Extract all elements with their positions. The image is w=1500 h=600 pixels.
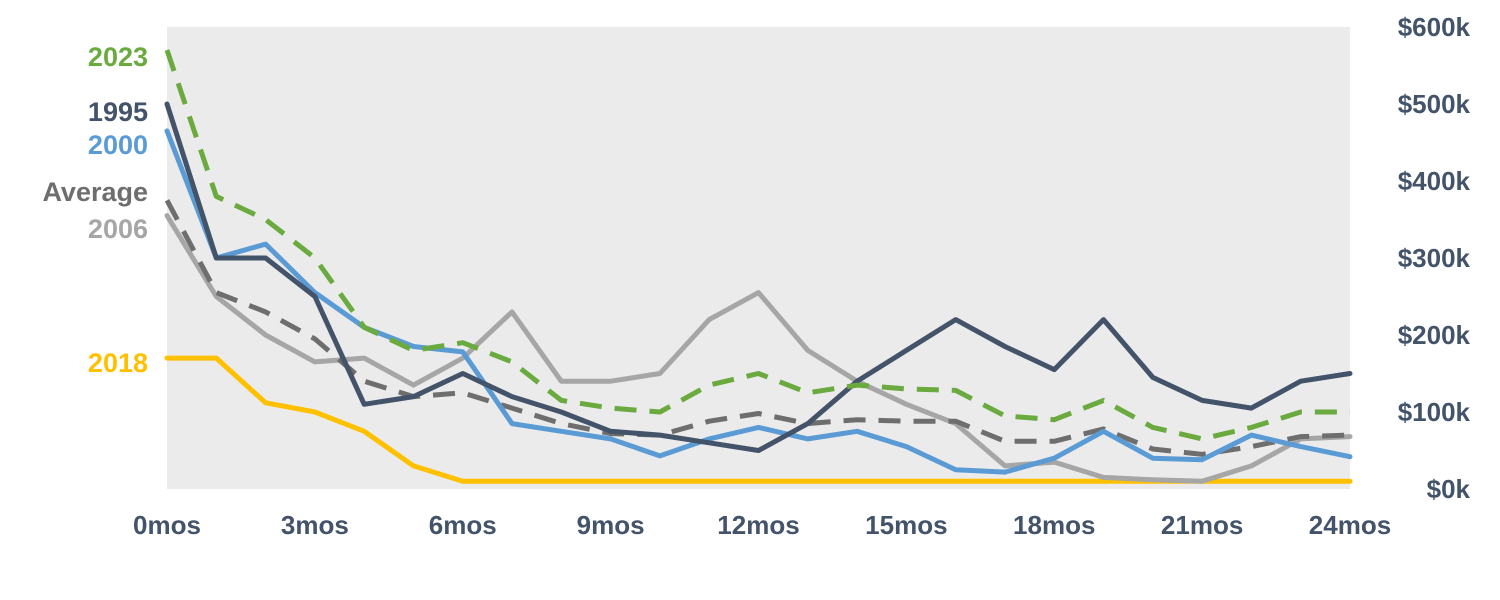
x-tick-label: 18mos [1013,510,1095,540]
y-axis: $0k $100k $200k $300k $400k $500k $600k [1398,12,1471,504]
series-label-1995: 1995 [88,97,148,127]
series-line-2023 [164,49,1350,442]
series-layer [164,49,1353,484]
y-tick-label: $300k [1398,243,1471,273]
series-line-1995 [164,101,1353,453]
x-tick-label: 0mos [133,510,201,540]
series-label-2006: 2006 [88,214,148,244]
x-tick-label: 24mos [1309,510,1391,540]
y-tick-label: $400k [1398,166,1471,196]
series-line-average [164,199,1351,457]
x-axis: 0mos 3mos 6mos 9mos 12mos 15mos 18mos 21mos 24mo… [133,510,1391,540]
y-tick-label: $600k [1398,12,1471,42]
x-tick-label: 12mos [717,510,799,540]
y-tick-label: $0k [1427,474,1471,504]
series-label-2018: 2018 [88,348,148,378]
y-tick-label: $200k [1398,320,1471,350]
x-tick-label: 3mos [281,510,349,540]
y-tick-label: $500k [1398,89,1471,119]
x-tick-label: 15mos [865,510,947,540]
series-label-average: Average [42,177,148,207]
x-tick-label: 9mos [577,510,645,540]
series-label-2023: 2023 [88,42,148,72]
series-label-2000: 2000 [88,130,148,160]
x-tick-label: 6mos [429,510,497,540]
y-tick-label: $100k [1398,397,1471,427]
x-tick-label: 21mos [1161,510,1243,540]
series-line-2006 [164,213,1353,484]
plot-area [167,27,1350,489]
